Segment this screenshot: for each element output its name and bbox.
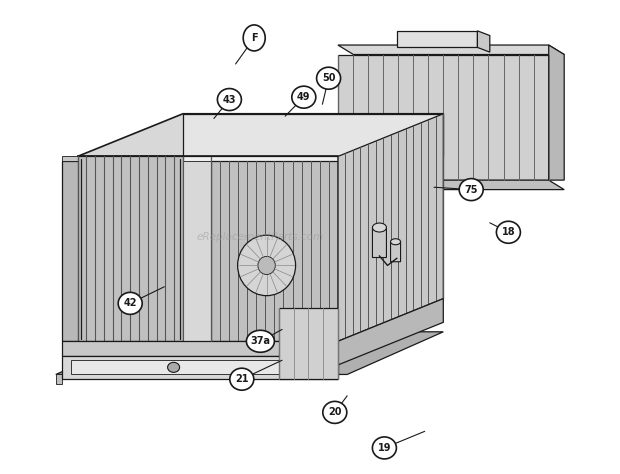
Ellipse shape (258, 256, 275, 274)
Ellipse shape (118, 292, 142, 314)
Text: 37a: 37a (250, 336, 270, 346)
Text: 49: 49 (297, 92, 311, 102)
Polygon shape (78, 156, 183, 341)
Text: 42: 42 (123, 298, 137, 309)
Ellipse shape (373, 437, 396, 459)
Polygon shape (183, 156, 443, 299)
Polygon shape (338, 180, 564, 190)
Ellipse shape (373, 223, 386, 232)
Text: 50: 50 (322, 73, 335, 83)
Text: 21: 21 (235, 374, 249, 384)
Ellipse shape (497, 221, 520, 243)
Ellipse shape (391, 239, 401, 245)
Polygon shape (62, 341, 338, 356)
Polygon shape (183, 161, 211, 341)
Polygon shape (62, 156, 78, 161)
Polygon shape (338, 55, 549, 180)
Polygon shape (183, 114, 443, 156)
Ellipse shape (292, 86, 316, 108)
Text: 20: 20 (328, 407, 342, 418)
Text: 18: 18 (502, 227, 515, 237)
Polygon shape (71, 360, 279, 374)
Polygon shape (56, 332, 443, 374)
Polygon shape (78, 114, 443, 156)
FancyBboxPatch shape (373, 228, 386, 257)
Text: 75: 75 (464, 184, 478, 195)
Ellipse shape (246, 330, 275, 352)
Text: eReplacementParts.com: eReplacementParts.com (197, 232, 324, 242)
Ellipse shape (167, 362, 180, 373)
Polygon shape (338, 299, 443, 365)
Polygon shape (78, 156, 338, 341)
Polygon shape (62, 161, 81, 341)
Text: F: F (251, 33, 257, 43)
Ellipse shape (459, 179, 483, 201)
Polygon shape (338, 45, 564, 55)
Ellipse shape (323, 401, 347, 423)
Polygon shape (338, 114, 443, 341)
Polygon shape (62, 356, 338, 379)
Ellipse shape (243, 25, 265, 51)
Ellipse shape (218, 89, 241, 110)
Ellipse shape (237, 235, 296, 296)
Polygon shape (549, 45, 564, 180)
Polygon shape (477, 31, 490, 52)
Polygon shape (56, 374, 62, 384)
Polygon shape (397, 31, 477, 47)
FancyBboxPatch shape (391, 242, 401, 262)
Polygon shape (211, 161, 338, 341)
Text: 19: 19 (378, 443, 391, 453)
Ellipse shape (317, 67, 340, 89)
Polygon shape (279, 308, 338, 379)
Text: 43: 43 (223, 94, 236, 105)
Ellipse shape (230, 368, 254, 390)
Polygon shape (338, 114, 443, 341)
